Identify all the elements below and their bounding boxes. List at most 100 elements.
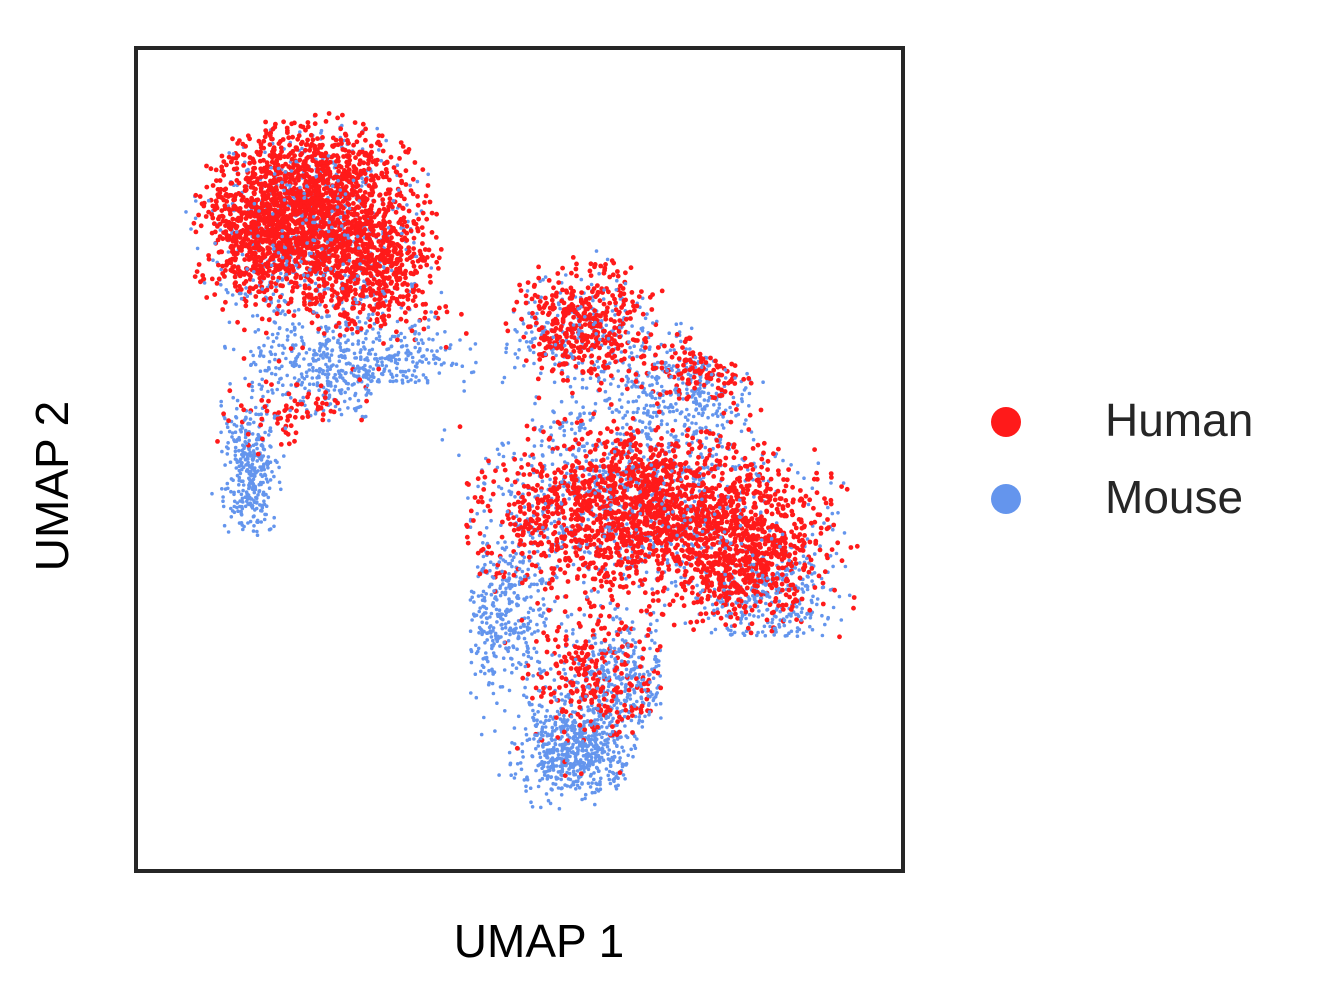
mouse-point-1743	[616, 384, 621, 389]
mouse-point-3198	[491, 604, 496, 608]
mouse-point-2648	[760, 630, 765, 634]
mouse-point-2111	[565, 447, 569, 452]
human-point-371	[213, 167, 219, 173]
mouse-point-976	[389, 354, 393, 359]
mouse-point-1043	[404, 375, 409, 379]
human-point-353	[353, 291, 358, 297]
mouse-point-1777	[731, 395, 736, 400]
mouse-point-3062	[478, 606, 483, 610]
mouse-point-3088	[510, 584, 514, 589]
mouse-point-3722	[559, 793, 564, 797]
mouse-point-1318	[233, 449, 238, 454]
mouse-point-3263	[617, 750, 621, 755]
mouse-point-1279	[221, 495, 225, 499]
mouse-point-2155	[562, 484, 566, 489]
mouse-point-1849	[747, 404, 751, 408]
mouse-point-1321	[235, 437, 240, 442]
mouse-point-2783	[798, 561, 802, 565]
mouse-point-2963	[526, 610, 531, 615]
mouse-point-3642	[523, 727, 528, 731]
mouse-point-3802	[555, 709, 560, 714]
mouse-point-2893	[754, 570, 759, 575]
mouse-point-864	[339, 348, 343, 353]
mouse-point-2794	[820, 585, 825, 590]
mouse-point-3638	[603, 738, 607, 743]
human-point-843	[230, 136, 235, 142]
mouse-point-3127	[484, 651, 488, 655]
mouse-point-905	[371, 372, 375, 376]
mouse-point-2841	[695, 583, 699, 588]
mouse-point-1619	[602, 378, 607, 382]
mouse-point-3020	[503, 709, 507, 713]
mouse-point-744	[348, 397, 352, 401]
mouse-point-1123	[238, 471, 243, 476]
mouse-point-609	[243, 292, 248, 296]
mouse-point-1478	[513, 365, 517, 370]
mouse-point-3443	[586, 781, 591, 786]
mouse-point-982	[401, 373, 406, 378]
mouse-point-1017	[318, 341, 322, 346]
mouse-point-171	[292, 309, 297, 313]
mouse-point-3229	[511, 631, 516, 635]
mouse-point-1939	[540, 439, 544, 443]
mouse-point-977	[337, 407, 342, 412]
mouse-point-1656	[621, 416, 625, 420]
mouse-point-3173	[515, 603, 519, 608]
mouse-point-3570	[608, 781, 613, 786]
mouse-point-2744	[703, 606, 707, 610]
mouse-point-1190	[241, 488, 245, 493]
mouse-point-1593	[529, 340, 534, 345]
mouse-point-3214	[535, 622, 539, 627]
human-point-210	[245, 133, 251, 139]
mouse-point-111	[193, 216, 198, 221]
mouse-point-3909	[571, 628, 575, 632]
mouse-point-1023	[369, 379, 373, 384]
mouse-point-803	[338, 341, 342, 346]
mouse-point-3396	[595, 787, 599, 791]
mouse-point-3028	[527, 550, 532, 554]
mouse-point-1467	[650, 375, 654, 379]
mouse-point-3771	[578, 734, 582, 739]
mouse-point-3153	[477, 609, 482, 614]
mouse-point-2250	[720, 445, 724, 449]
mouse-point-2998	[512, 555, 516, 559]
mouse-point-599	[285, 183, 289, 187]
mouse-point-3073	[539, 581, 544, 586]
mouse-point-2739	[768, 624, 772, 629]
mouse-point-2584	[588, 551, 592, 555]
human-point-884	[387, 187, 393, 193]
mouse-point-2577	[563, 460, 567, 464]
mouse-point-908	[293, 359, 298, 363]
human-point-641	[335, 115, 340, 121]
mouse-point-1652	[626, 400, 631, 404]
mouse-point-1497	[517, 348, 521, 352]
mouse-point-2765	[765, 608, 769, 612]
mouse-point-2917	[729, 633, 733, 637]
mouse-point-2533	[717, 402, 722, 407]
mouse-point-3665	[613, 784, 618, 789]
mouse-point-2811	[674, 584, 678, 588]
mouse-point-703	[424, 376, 428, 380]
mouse-point-3089	[489, 611, 494, 616]
mouse-point-2817	[725, 626, 729, 630]
mouse-point-3604	[607, 777, 612, 782]
mouse-point-1795	[681, 397, 685, 401]
mouse-point-1816	[678, 411, 683, 416]
mouse-point-2420	[698, 403, 702, 408]
mouse-point-841	[260, 377, 265, 382]
mouse-point-1812	[655, 360, 660, 365]
mouse-point-1855	[631, 429, 636, 434]
mouse-point-1536	[608, 361, 612, 366]
mouse-point-174	[389, 268, 394, 273]
mouse-point-3249	[483, 671, 487, 676]
mouse-point-882	[333, 384, 338, 389]
mouse-point-1578	[556, 301, 561, 305]
human-point-495	[377, 207, 382, 213]
mouse-point-686	[269, 352, 274, 357]
mouse-point-760	[350, 332, 355, 336]
mouse-point-3744	[578, 727, 582, 732]
mouse-point-2652	[739, 610, 744, 615]
mouse-point-2438	[582, 411, 586, 416]
mouse-point-25	[195, 246, 200, 251]
mouse-point-1301	[252, 514, 256, 518]
